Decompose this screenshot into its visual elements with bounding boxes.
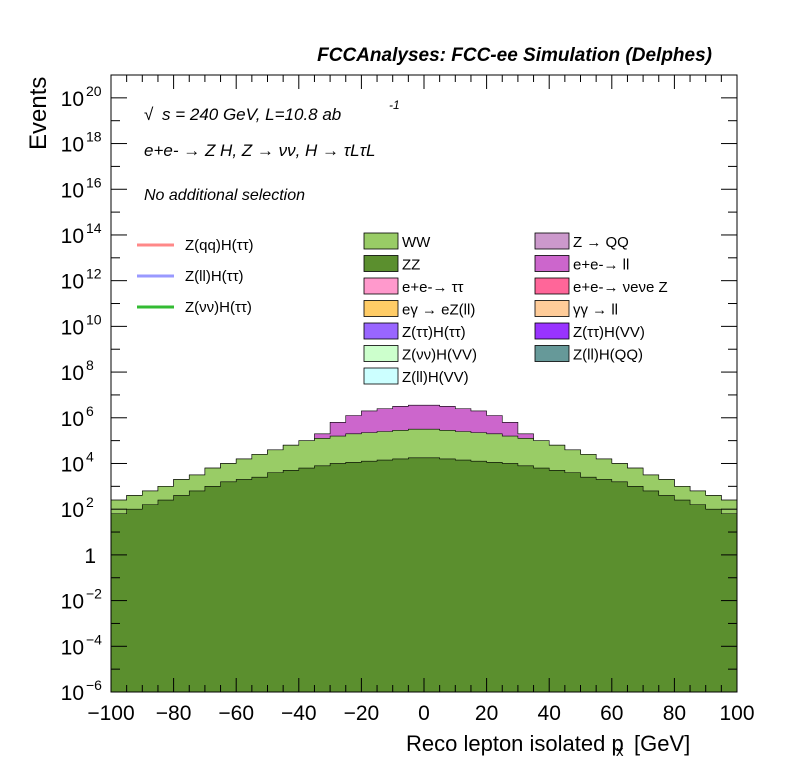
y-tick-label-exp: −6	[86, 677, 102, 693]
axis-ticks	[110, 74, 738, 693]
x-axis-label-sub: x	[616, 743, 624, 760]
y-tick-label-exp: 12	[86, 266, 102, 282]
y-tick-label-exp: 18	[86, 129, 102, 145]
y-tick-label: 10	[61, 134, 84, 157]
legend-fill-label: Z(ll)H(QQ)	[573, 347, 643, 364]
legend-fill-swatch	[363, 322, 399, 340]
y-tick-label-exp: 16	[86, 174, 102, 190]
chart-title: FCCAnalyses: FCC-ee Simulation (Delphes)	[317, 45, 712, 66]
legend-fill-swatch	[534, 322, 570, 340]
x-tick-label: −20	[344, 702, 380, 725]
y-tick-label-exp: −4	[86, 631, 102, 647]
legend-lines: Z(qq)H(ττ) Z(ll)H(ττ) Z(νν)H(ττ)	[137, 237, 254, 316]
legend-fill-label: WW	[402, 234, 431, 251]
legend-fill-label: Z(νν)H(VV)	[402, 347, 477, 364]
x-tick-label: −40	[281, 702, 317, 725]
y-tick-label-exp: 2	[86, 494, 94, 510]
y-tick-label-exp: −2	[86, 586, 102, 602]
y-tick-label: 10	[61, 499, 84, 522]
x-tick-label: −80	[156, 702, 192, 725]
band-zz	[110, 457, 738, 693]
y-axis-label: Events	[25, 77, 52, 150]
y-tick-label-exp: 6	[86, 403, 94, 419]
legend-fill-label: eγ → eZ(ll)	[402, 302, 475, 319]
x-tick-label: 20	[475, 702, 498, 725]
legend-fill-label: ZZ	[402, 257, 420, 274]
legend-fill-label: e+e-→ νeνe Z	[573, 279, 668, 296]
y-tick-label: 10	[61, 225, 84, 248]
y-tick-label: 10	[61, 88, 84, 111]
legend-fill-swatch	[363, 300, 399, 317]
x-axis-label-main: Reco lepton isolated p	[406, 731, 624, 756]
x-tick-label: 80	[663, 702, 686, 725]
x-tick-label: 0	[418, 702, 430, 725]
legend-fill-label: γγ → ll	[573, 302, 618, 319]
y-tick-label: 10	[61, 362, 84, 385]
legend-line-label: Z(νν)H(ττ)	[185, 299, 252, 316]
y-tick-label: 10	[61, 682, 84, 705]
legend-fill-swatch	[363, 367, 399, 385]
y-tick-label-exp: 8	[86, 357, 94, 373]
y-tick-label: 10	[61, 636, 84, 659]
legend-line-label: Z(ll)H(ττ)	[185, 268, 244, 285]
legend-fill-swatch	[363, 255, 399, 272]
y-tick-label-exp: 4	[86, 448, 94, 464]
legend-fill-label: Z(ττ)H(ττ)	[402, 324, 466, 341]
x-axis-label-unit: [GeV]	[634, 731, 690, 756]
legend-fills: WW Z → QQ ZZ e+e-→ ll e+e-→ ττ e+e-→ νeνe Z eγ…	[363, 232, 668, 386]
annotations: √ s = 240 GeV, L=10.8 ab -1 e+e- → Z H, …	[144, 98, 400, 204]
x-tick-label: −60	[218, 702, 254, 725]
selection-annotation: No additional selection	[144, 187, 305, 204]
legend-fill-label: Z(ττ)H(VV)	[573, 324, 645, 341]
x-tick-label: −100	[87, 702, 134, 725]
stack-bands	[110, 404, 738, 693]
y-tick-label: 10	[61, 179, 84, 202]
x-tick-label: 100	[719, 702, 754, 725]
legend-fill-label: Z(ll)H(VV)	[402, 369, 469, 386]
y-tick-label: 1	[84, 545, 96, 568]
y-tick-label-exp: 10	[86, 311, 102, 327]
x-tick-labels: −100 −80 −60 −40 −20 0 20 40 60 80 100	[87, 702, 754, 725]
x-tick-label: 40	[538, 702, 561, 725]
y-tick-label: 10	[61, 408, 84, 431]
legend-fill-swatch	[534, 300, 570, 317]
y-tick-label: 10	[61, 271, 84, 294]
legend-fill-label: e+e-→ ll	[573, 257, 629, 274]
process-annotation: e+e- → Z H, Z → νν, H → τLτL	[144, 141, 375, 160]
y-tick-label: 10	[61, 453, 84, 476]
legend-fill-swatch	[534, 232, 570, 250]
y-tick-label-exp: 14	[86, 220, 102, 236]
lumi-exponent: -1	[389, 98, 400, 112]
x-tick-label: 60	[600, 702, 623, 725]
legend-line-label: Z(qq)H(ττ)	[185, 237, 254, 254]
legend-fill-swatch	[534, 277, 570, 295]
energy-annotation: s = 240 GeV, L=10.8 ab	[162, 105, 341, 124]
sqrt-icon: √	[144, 105, 154, 124]
legend-fill-swatch	[534, 255, 570, 272]
legend-fill-swatch	[363, 232, 399, 250]
y-tick-label: 10	[61, 316, 84, 339]
legend-fill-swatch	[534, 345, 570, 362]
y-tick-label: 10	[61, 591, 84, 614]
legend-fill-swatch	[363, 277, 399, 295]
x-axis-label: Reco lepton isolated p x [GeV]	[406, 731, 690, 760]
y-tick-label-exp: 20	[86, 83, 102, 99]
legend-fill-swatch	[363, 345, 399, 362]
legend-fill-label: Z → QQ	[573, 234, 629, 251]
legend-fill-label: e+e-→ ττ	[402, 279, 464, 296]
